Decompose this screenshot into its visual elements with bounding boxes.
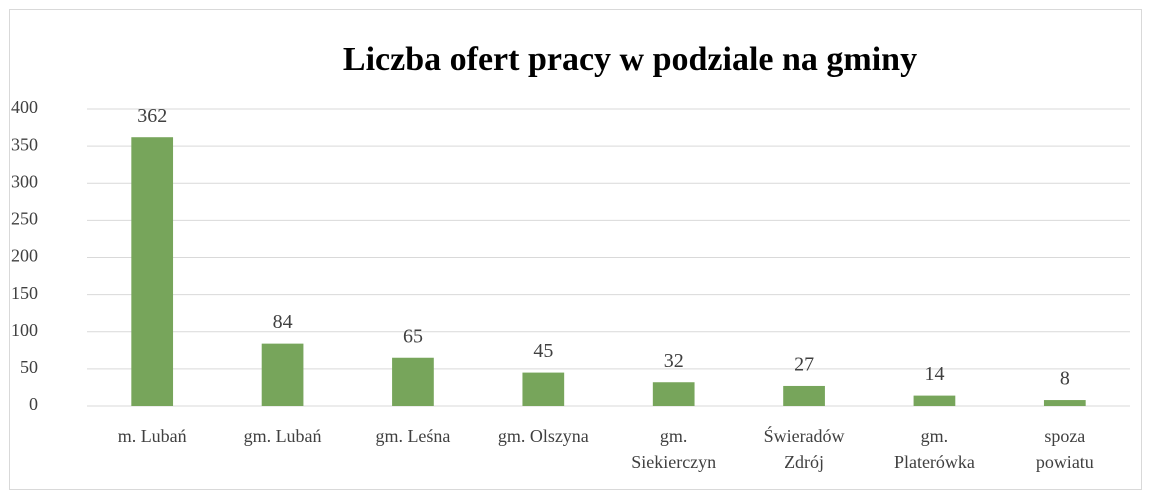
bar <box>652 382 695 406</box>
x-tick-label-line: powiatu <box>1036 452 1094 472</box>
y-tick-label: 200 <box>11 246 38 266</box>
x-tick-label-line: Świeradów <box>764 425 845 446</box>
data-label: 8 <box>1060 368 1070 390</box>
x-tick-label-line: Siekierczyn <box>631 452 716 472</box>
x-tick-label-line: Zdrój <box>784 452 824 472</box>
x-tick-label-line: gm. <box>660 426 688 446</box>
x-tick-label: gm. Lubań <box>244 426 322 446</box>
y-tick-label: 150 <box>11 283 38 303</box>
x-tick-label-line: gm. <box>921 426 949 446</box>
data-label: 84 <box>273 311 293 333</box>
data-label: 362 <box>137 105 167 127</box>
bar <box>131 137 174 406</box>
chart-frame <box>9 9 1142 490</box>
y-tick-label: 250 <box>11 209 38 229</box>
bar <box>261 343 304 406</box>
y-tick-label: 100 <box>11 320 38 340</box>
bar <box>783 385 825 406</box>
bar <box>1043 400 1086 406</box>
data-label: 32 <box>664 350 684 372</box>
y-tick-label: 400 <box>11 97 38 117</box>
chart-title: Liczba ofert pracy w podziale na gminy <box>343 41 917 78</box>
bar <box>392 357 434 406</box>
bar <box>522 372 565 406</box>
x-tick-label-line: Platerówka <box>894 452 975 472</box>
data-label: 45 <box>533 340 553 362</box>
x-tick-label: m. Lubań <box>118 426 187 446</box>
y-tick-label: 50 <box>20 357 38 377</box>
x-tick-label: gm. Platerówka <box>894 426 975 472</box>
data-label: 14 <box>924 363 944 385</box>
x-tick-label: gm. Siekierczyn <box>631 426 716 472</box>
data-label: 65 <box>403 325 423 347</box>
x-tick-label: Świeradów Zdrój <box>764 425 845 472</box>
x-tick-label: gm. Leśna <box>375 426 450 446</box>
x-tick-label: gm. Olszyna <box>498 426 589 446</box>
x-tick-label: spoza powiatu <box>1036 426 1094 472</box>
y-tick-label: 0 <box>29 394 38 414</box>
x-tick-label-line: spoza <box>1044 426 1085 446</box>
data-label: 27 <box>794 354 814 376</box>
y-tick-label: 300 <box>11 171 38 191</box>
y-tick-label: 350 <box>11 134 38 154</box>
bar <box>913 395 956 406</box>
